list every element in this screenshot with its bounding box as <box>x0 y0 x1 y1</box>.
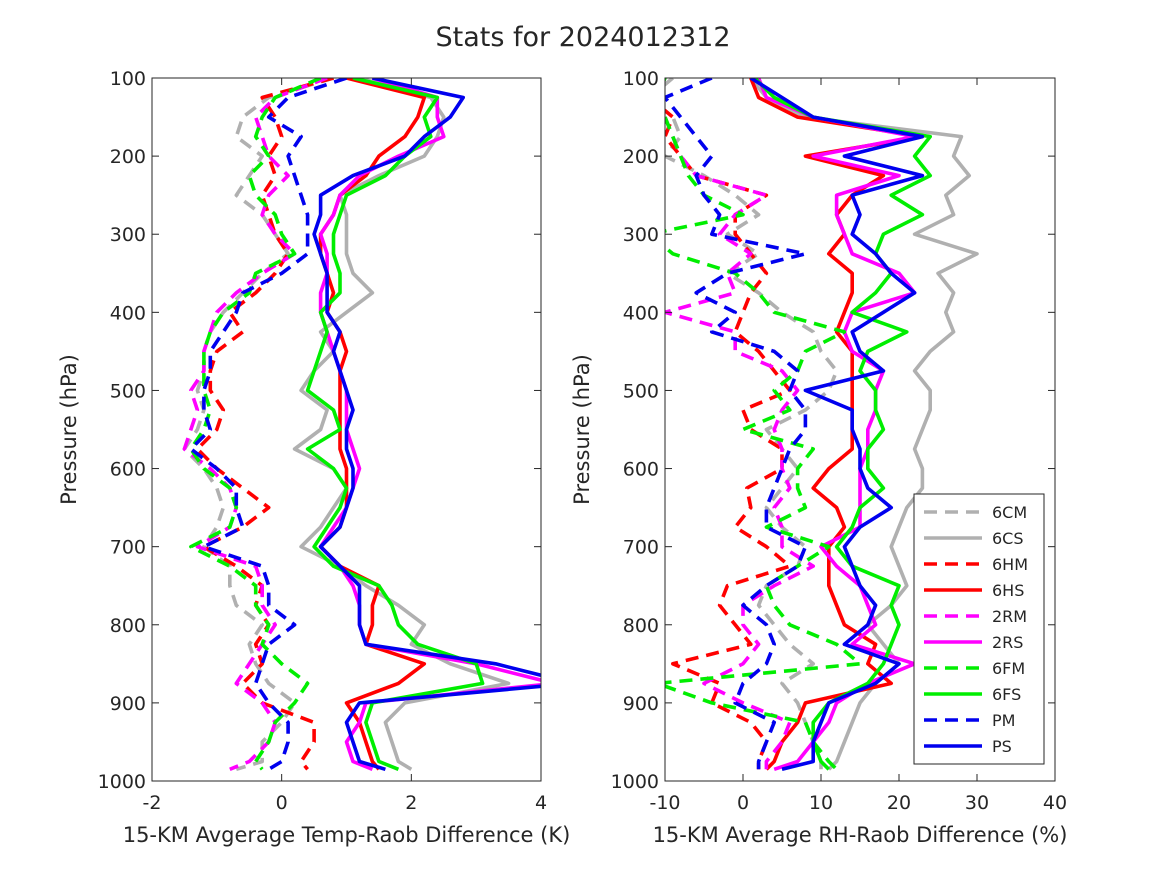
series-line-pm <box>665 78 808 770</box>
series-line-6cm <box>182 78 335 772</box>
y-tick-label: 700 <box>623 537 659 559</box>
legend-label-6hm: 6HM <box>992 555 1028 574</box>
legend-label-pm: PM <box>992 711 1015 730</box>
y-tick-label: 500 <box>110 380 146 402</box>
series-group <box>665 78 979 772</box>
x-tick-label: 30 <box>965 792 989 814</box>
series-line-ps <box>749 78 925 772</box>
legend-label-6cm: 6CM <box>992 503 1027 522</box>
y-tick-label: 500 <box>623 380 659 402</box>
x-tick-label: 2 <box>405 792 417 814</box>
y-tick-label: 800 <box>623 615 659 637</box>
y-tick-label: 200 <box>623 146 659 168</box>
y-tick-label: 600 <box>623 459 659 481</box>
x-tick-label: 10 <box>809 792 833 814</box>
legend-label-6hs: 6HS <box>992 581 1024 600</box>
y-tick-label: 900 <box>623 693 659 715</box>
y-tick-label: 300 <box>623 224 659 246</box>
y-tick-label: 1000 <box>98 771 146 793</box>
legend-label-ps: PS <box>992 737 1012 756</box>
y-tick-label: 400 <box>623 302 659 324</box>
series-line-6fs <box>753 78 933 771</box>
series-line-ps <box>312 78 541 772</box>
series-line-6hm <box>195 78 334 771</box>
legend-label-6cs: 6CS <box>992 529 1024 548</box>
axes-box <box>151 77 542 782</box>
series-line-2rm <box>665 78 816 770</box>
x-axis-label: 15-KM Average RH-Raob Difference (%) <box>653 823 1068 847</box>
x-tick-label: 40 <box>1043 792 1067 814</box>
y-tick-label: 300 <box>110 224 146 246</box>
y-axis-label: Pressure (hPa) <box>570 354 594 505</box>
series-line-6cm <box>665 78 839 770</box>
y-tick-label: 900 <box>110 693 146 715</box>
y-tick-label: 800 <box>110 615 146 637</box>
panel-1: -2 0 2 4 100 200 300 400 500 600 700 800 900 1000 15-K… <box>57 68 571 847</box>
legend-box <box>913 493 1045 765</box>
x-tick-label: 20 <box>887 792 911 814</box>
y-tick-label: 400 <box>110 302 146 324</box>
y-tick-label: 700 <box>110 537 146 559</box>
legend-label-6fm: 6FM <box>992 659 1025 678</box>
x-tick-label: -2 <box>143 792 162 814</box>
legend-label-6fs: 6FS <box>992 685 1021 704</box>
axes-box <box>664 77 1056 782</box>
legend: 6CM 6CS 6HM 6HS 2RM 2RS 6FM 6FS PM PS <box>913 493 1045 765</box>
legend-label-2rm: 2RM <box>992 607 1027 626</box>
legend-label-2rs: 2RS <box>992 633 1023 652</box>
series-line-6fm <box>189 78 322 771</box>
y-tick-label: 200 <box>110 146 146 168</box>
y-tick-label: 600 <box>110 459 146 481</box>
series-group <box>182 78 541 772</box>
y-tick-label: 100 <box>623 68 659 90</box>
x-tick-label: -10 <box>649 792 680 814</box>
x-tick-label: 4 <box>535 792 547 814</box>
y-tick-label: 100 <box>110 68 146 90</box>
series-line-2rm <box>182 78 328 771</box>
x-axis-label: 15-KM Avgerage Temp-Raob Difference (K) <box>123 823 571 847</box>
x-tick-label: 0 <box>737 792 749 814</box>
y-tick-label: 1000 <box>611 771 659 793</box>
figure-title: Stats for 2024012312 <box>436 22 731 53</box>
series-line-6hm <box>665 78 792 770</box>
series-line-6fs <box>305 78 485 771</box>
series-line-pm <box>189 78 348 771</box>
x-tick-label: 0 <box>276 792 288 814</box>
y-axis-label: Pressure (hPa) <box>57 354 81 505</box>
